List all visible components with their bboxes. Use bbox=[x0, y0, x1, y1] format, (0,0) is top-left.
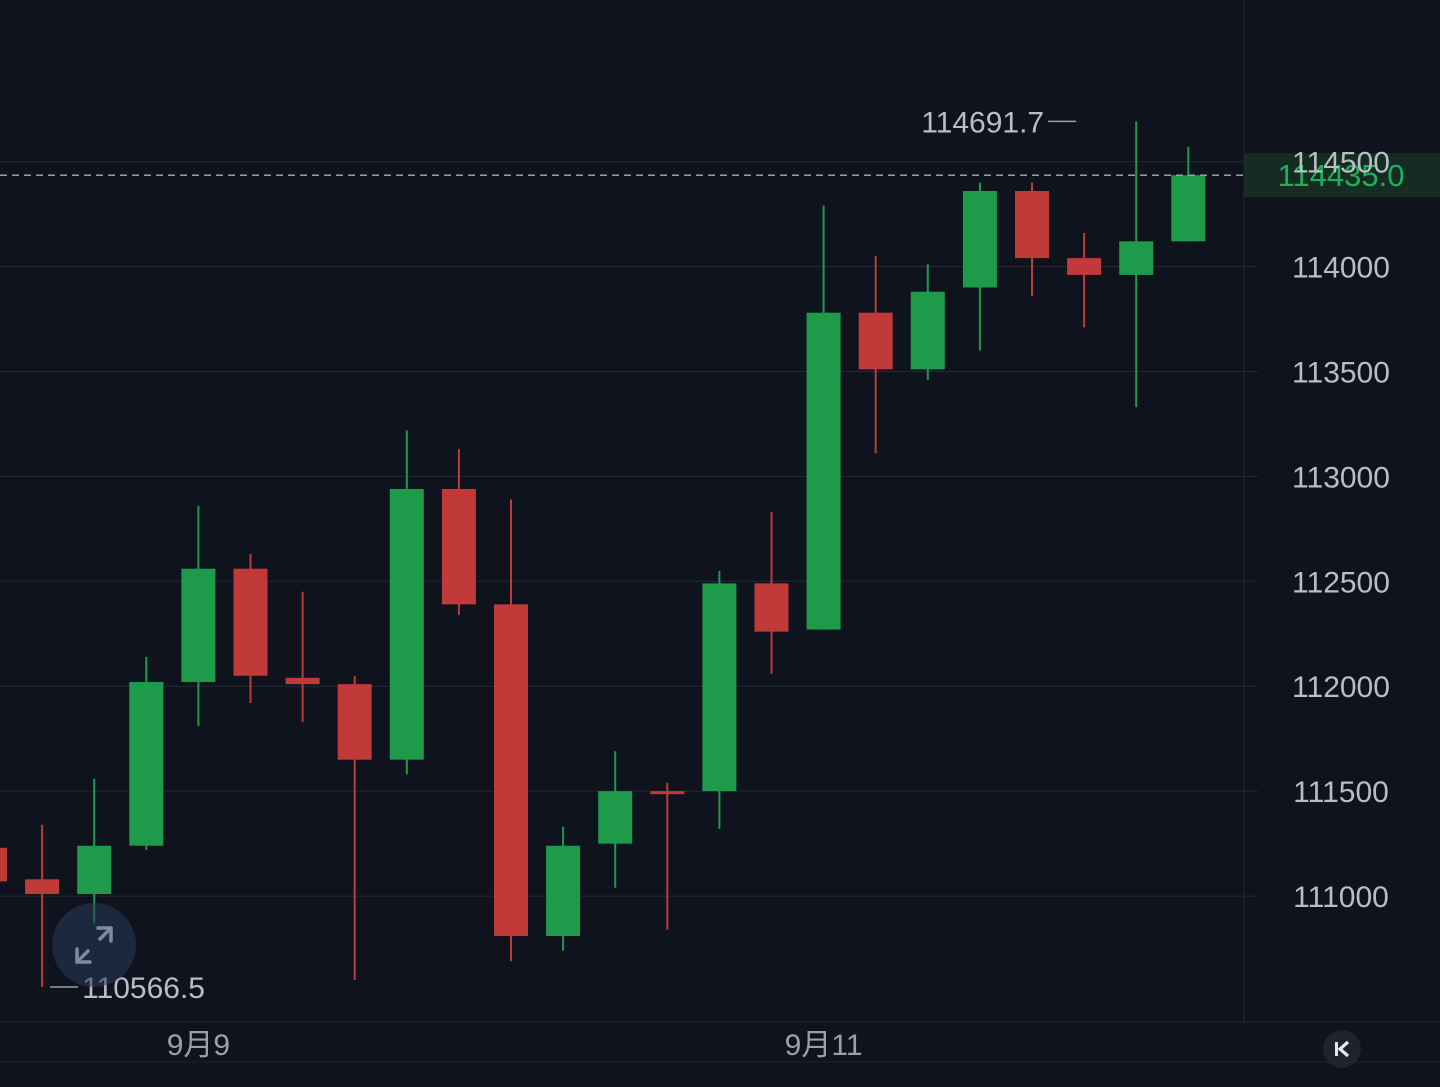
expand-arrows-icon bbox=[75, 926, 113, 964]
scroll-to-latest-icon bbox=[1335, 1040, 1350, 1058]
grid-lines bbox=[0, 0, 1440, 1063]
candle-body bbox=[77, 845, 112, 894]
candle-body bbox=[598, 791, 633, 844]
candle-body bbox=[25, 879, 60, 894]
y-tick-label: 112000 bbox=[1292, 671, 1390, 704]
candle-body bbox=[806, 312, 841, 630]
candle-body bbox=[337, 684, 372, 760]
candle-body bbox=[962, 190, 997, 288]
x-axis: 9月9 9月11 bbox=[167, 1029, 863, 1062]
last-price-label: 114435.0 bbox=[1278, 158, 1405, 193]
candle-body bbox=[389, 488, 424, 760]
candle-body bbox=[441, 488, 476, 605]
y-tick-label: 114000 bbox=[1292, 252, 1390, 285]
candle-body bbox=[129, 682, 164, 846]
expand-button[interactable] bbox=[52, 903, 136, 987]
candle-body bbox=[754, 583, 789, 632]
candle-body bbox=[181, 568, 216, 683]
candle-body bbox=[702, 583, 737, 792]
candle-body bbox=[546, 845, 581, 936]
candle-body bbox=[0, 847, 7, 882]
y-tick-label: 113000 bbox=[1292, 461, 1390, 494]
candle-body bbox=[494, 604, 528, 936]
x-tick-label: 9月11 bbox=[785, 1029, 863, 1062]
y-tick-label: 114500 bbox=[1292, 147, 1390, 180]
candle-body bbox=[233, 568, 268, 676]
x-tick-label: 9月9 bbox=[167, 1029, 230, 1062]
y-tick-label: 113500 bbox=[1292, 356, 1390, 389]
candle-body bbox=[1067, 258, 1102, 275]
y-tick-label: 111000 bbox=[1293, 881, 1389, 914]
candle-body bbox=[285, 677, 320, 685]
high-marker-label: 114691.7 bbox=[921, 106, 1044, 139]
candle-body bbox=[1171, 175, 1206, 242]
last-price-tag bbox=[1244, 153, 1440, 198]
candle-body bbox=[1119, 241, 1154, 275]
candles bbox=[0, 121, 1206, 988]
scroll-to-latest-button[interactable] bbox=[1323, 1030, 1361, 1068]
candle-body bbox=[650, 791, 685, 795]
candle-body bbox=[1015, 190, 1049, 259]
candle-body bbox=[910, 291, 945, 370]
y-tick-label: 111500 bbox=[1293, 776, 1389, 809]
y-tick-label: 112500 bbox=[1292, 566, 1390, 599]
candle-body bbox=[858, 312, 893, 370]
y-axis: 111000 111500 112000 112500 113000 113500 1140… bbox=[1292, 147, 1390, 914]
